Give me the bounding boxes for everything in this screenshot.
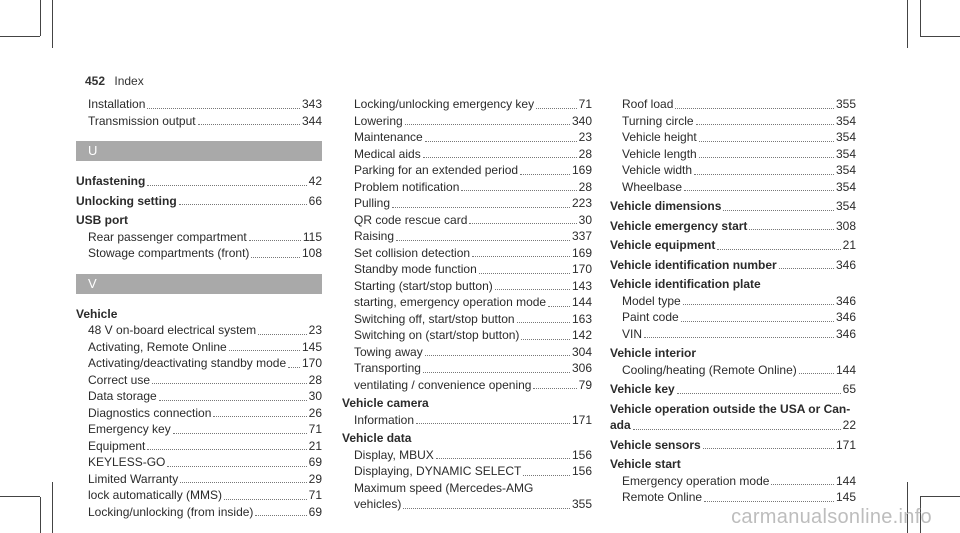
index-entry: Unfastening 42 bbox=[76, 174, 322, 188]
index-entry: ventilating / convenience opening 79 bbox=[354, 377, 592, 392]
index-entry: Display, MBUX 156 bbox=[354, 447, 592, 462]
index-entry: Vehicle dimensions 354 bbox=[610, 199, 856, 213]
index-entry: Activating/deactivating standby mode 170 bbox=[88, 356, 322, 370]
index-entry: 48 V on-board electrical system 23 bbox=[88, 323, 322, 337]
index-entry: Problem notification 28 bbox=[354, 179, 592, 194]
index-entry: ada 22 bbox=[610, 418, 856, 432]
section-letter-v: V bbox=[76, 273, 322, 294]
index-entry: Turning circle 354 bbox=[622, 113, 856, 128]
index-entry: Medical aids 28 bbox=[354, 146, 592, 161]
index-entry: Locking/unlocking (from inside) 69 bbox=[88, 504, 322, 519]
index-column-3: Roof load 355 Turning circle 354 Vehicle h… bbox=[610, 96, 856, 506]
index-entry: Wheelbase 354 bbox=[622, 179, 856, 194]
index-entry: Vehicle height 354 bbox=[622, 130, 856, 144]
index-entry: Model type 346 bbox=[622, 293, 856, 308]
page-number: 452 bbox=[85, 74, 106, 88]
index-entry: Raising 337 bbox=[354, 229, 592, 243]
index-entry: Set collision detection 169 bbox=[354, 245, 592, 260]
crop-mark bbox=[0, 496, 40, 497]
index-entry: Roof load 355 bbox=[622, 97, 856, 111]
index-heading: Vehicle data bbox=[342, 431, 412, 445]
index-entry: Lowering 340 bbox=[354, 113, 592, 128]
index-entry: KEYLESS-GO 69 bbox=[88, 455, 322, 469]
index-column-1: Installation 343 Transmission output 344 U… bbox=[76, 96, 322, 520]
crop-mark bbox=[0, 36, 40, 37]
index-entry: Vehicle emergency start 308 bbox=[610, 218, 856, 233]
index-entry: Rear passenger compartment 115 bbox=[88, 229, 322, 244]
index-entry: Displaying, DYNAMIC SELECT 156 bbox=[354, 464, 592, 478]
crop-mark bbox=[52, 482, 53, 533]
index-entry: starting, emergency operation mode 144 bbox=[354, 295, 592, 309]
index-entry: Vehicle width 354 bbox=[622, 163, 856, 177]
crop-mark bbox=[40, 0, 41, 36]
crop-mark bbox=[40, 497, 41, 533]
index-heading: Vehicle start bbox=[610, 457, 681, 471]
crop-mark bbox=[920, 496, 960, 497]
crop-mark bbox=[920, 0, 921, 36]
crop-mark bbox=[907, 0, 908, 48]
index-entry: Standby mode function 170 bbox=[354, 262, 592, 276]
index-heading: Vehicle operation outside the USA or Can… bbox=[610, 401, 851, 416]
index-entry: Installation 343 bbox=[88, 97, 322, 111]
index-entry: Emergency key 71 bbox=[88, 422, 322, 436]
index-entry: Vehicle identification number 346 bbox=[610, 257, 856, 272]
index-entry: Vehicle equipment 21 bbox=[610, 238, 856, 252]
crop-mark bbox=[920, 36, 960, 37]
index-entry: Starting (start/stop button) 143 bbox=[354, 278, 592, 293]
index-column-2: Locking/unlocking emergency key 71 Loweri… bbox=[342, 96, 592, 513]
index-entry: Equipment 21 bbox=[88, 438, 322, 453]
index-entry: Paint code 346 bbox=[622, 310, 856, 324]
index-entry: Transmission output 344 bbox=[88, 113, 322, 128]
index-entry: VIN 346 bbox=[622, 326, 856, 341]
index-entry: Diagnostics connection 26 bbox=[88, 405, 322, 420]
index-entry: Locking/unlocking emergency key 71 bbox=[354, 97, 592, 111]
index-entry: Vehicle sensors 171 bbox=[610, 437, 856, 452]
index-entry: QR code rescue card 30 bbox=[354, 212, 592, 227]
index-entry: Data storage 30 bbox=[88, 389, 322, 403]
crop-mark bbox=[920, 497, 921, 533]
page-title: Index bbox=[114, 74, 144, 88]
index-entry: Information 171 bbox=[354, 412, 592, 427]
index-entry: Vehicle key 65 bbox=[610, 382, 856, 396]
index-entry: Transporting 306 bbox=[354, 361, 592, 375]
index-heading: Vehicle camera bbox=[342, 396, 429, 410]
index-heading: USB port bbox=[76, 213, 128, 227]
index-entry: Parking for an extended period 169 bbox=[354, 163, 592, 177]
index-entry: Unlocking setting 66 bbox=[76, 193, 322, 208]
index-entry: Emergency operation mode 144 bbox=[622, 473, 856, 488]
index-heading: Vehicle identification plate bbox=[610, 277, 761, 291]
watermark: carmanualsonline.info bbox=[731, 506, 932, 528]
index-entry: Limited Warranty 29 bbox=[88, 471, 322, 486]
index-heading: Vehicle interior bbox=[610, 346, 697, 360]
index-entry: Vehicle length 354 bbox=[622, 146, 856, 161]
index-entry: Pulling 223 bbox=[354, 196, 592, 210]
index-entry: lock automatically (MMS) 71 bbox=[88, 488, 322, 502]
index-entry: Maintenance 23 bbox=[354, 130, 592, 144]
crop-mark bbox=[907, 482, 908, 533]
crop-mark bbox=[52, 0, 53, 48]
index-entry: Switching on (start/stop button) 142 bbox=[354, 328, 592, 342]
index-entry: vehicles) 355 bbox=[354, 497, 592, 511]
index-entry: Correct use 28 bbox=[88, 372, 322, 387]
index-entry: Remote Online 145 bbox=[622, 490, 856, 504]
index-entry: Switching off, start/stop button 163 bbox=[354, 311, 592, 326]
section-letter-u: U bbox=[76, 141, 322, 161]
index-entry: Activating, Remote Online 145 bbox=[88, 339, 322, 354]
index-entry-line: Maximum speed (Mercedes-AMG bbox=[354, 480, 534, 495]
index-heading: Vehicle bbox=[76, 306, 118, 321]
page-header: 452 Index bbox=[85, 74, 144, 88]
index-entry: Towing away 304 bbox=[354, 344, 592, 359]
index-entry: Cooling/heating (Remote Online) 144 bbox=[622, 362, 856, 377]
index-entry: Stowage compartments (front) 108 bbox=[88, 246, 322, 260]
